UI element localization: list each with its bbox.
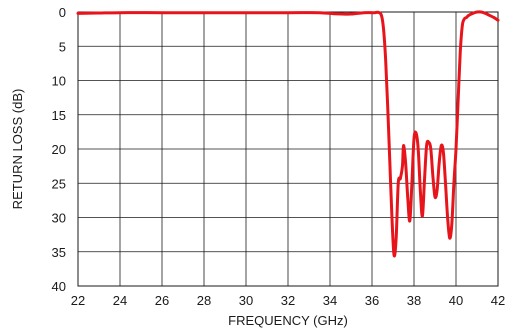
y-axis-label: RETURN LOSS (dB): [10, 89, 25, 210]
y-tick-label: 25: [52, 176, 66, 191]
x-tick-label: 26: [155, 293, 169, 308]
x-tick-label: 30: [239, 293, 253, 308]
x-tick-label: 34: [323, 293, 337, 308]
y-tick-label: 20: [52, 142, 66, 157]
y-tick-label: 40: [52, 279, 66, 294]
y-tick-label: 0: [59, 5, 66, 20]
y-tick-label: 30: [52, 211, 66, 226]
x-axis-label: FREQUENCY (GHz): [228, 313, 348, 328]
x-tick-label: 40: [449, 293, 463, 308]
series-layer: [76, 10, 500, 258]
x-tick-label: 22: [71, 293, 85, 308]
y-axis-ticks: 0 5 10 15 20 25 30 35 40: [52, 5, 66, 294]
x-tick-label: 38: [407, 293, 421, 308]
x-tick-label: 32: [281, 293, 295, 308]
y-tick-label: 35: [52, 245, 66, 260]
y-tick-label: 5: [59, 39, 66, 54]
x-tick-label: 28: [197, 293, 211, 308]
y-tick-label: 15: [52, 108, 66, 123]
x-tick-label: 24: [113, 293, 127, 308]
gridlines: [77, 11, 499, 287]
y-tick-label: 10: [52, 74, 66, 89]
x-tick-label: 42: [491, 293, 505, 308]
x-tick-label: 36: [365, 293, 379, 308]
return-loss-series-line: [76, 10, 500, 258]
x-axis-ticks: 22 24 26 28 30 32 34 36 38 40 42: [71, 293, 505, 308]
